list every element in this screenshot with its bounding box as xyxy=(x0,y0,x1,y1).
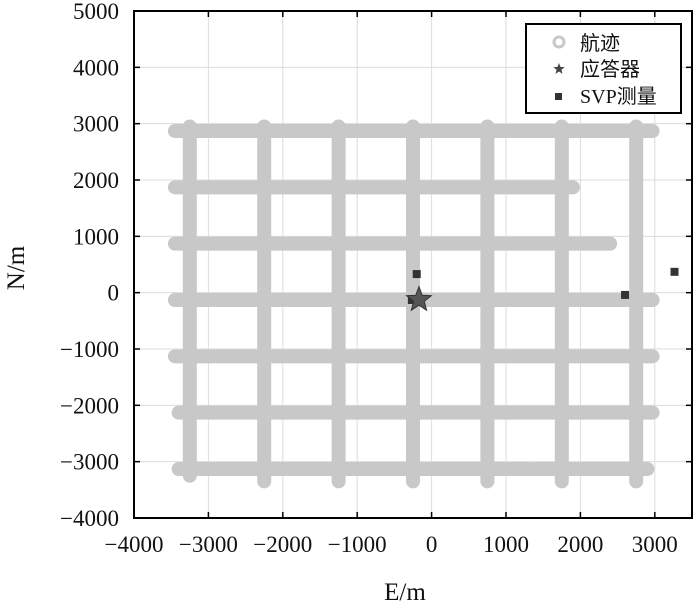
axis-ticks xyxy=(133,10,692,519)
track-series xyxy=(167,119,660,489)
y-tick-labels: 5000 4000 3000 2000 1000 0 −1000 −2000 −3000 −400… xyxy=(60,0,119,531)
x-tick-label: 0 xyxy=(426,532,438,557)
x-tick-label: −4000 xyxy=(105,532,164,557)
x-tick-label: 3000 xyxy=(632,532,678,557)
svp-point xyxy=(412,270,421,279)
svp-point xyxy=(670,267,679,276)
y-tick-label: −1000 xyxy=(60,337,119,362)
legend-star-marker xyxy=(553,63,565,74)
y-tick-label: −4000 xyxy=(60,506,119,531)
svp-point xyxy=(621,290,630,299)
y-tick-label: −3000 xyxy=(60,450,119,475)
x-tick-label: −2000 xyxy=(253,532,312,557)
legend-svp-marker xyxy=(555,93,562,100)
plot-frame xyxy=(133,10,693,519)
x-tick-label: −1000 xyxy=(328,532,387,557)
y-tick-label: 5000 xyxy=(73,0,119,24)
x-tick-label: 2000 xyxy=(557,532,603,557)
y-axis-label: N/m xyxy=(3,245,30,290)
y-tick-label: 0 xyxy=(108,281,120,306)
legend-box xyxy=(525,23,682,114)
x-axis-label: E/m xyxy=(384,579,426,606)
y-tick-label: 3000 xyxy=(73,112,119,137)
legend-label-track: 航迹 xyxy=(580,32,620,55)
x-tick-labels: −4000 −3000 −2000 −1000 0 1000 2000 3000 xyxy=(105,532,678,557)
point-series xyxy=(405,267,679,312)
x-tick-label: 1000 xyxy=(483,532,529,557)
legend-label-svp: SVP测量 xyxy=(580,85,657,108)
y-tick-label: −2000 xyxy=(60,393,119,418)
x-tick-label: −3000 xyxy=(179,532,238,557)
y-tick-label: 1000 xyxy=(73,224,119,249)
transponder-point xyxy=(405,285,433,312)
y-tick-label: 2000 xyxy=(73,168,119,193)
y-tick-label: 4000 xyxy=(73,55,119,80)
legend-label-transponder: 应答器 xyxy=(580,58,640,81)
legend-track-marker xyxy=(552,35,566,49)
legend: 航迹 应答器 SVP测量 xyxy=(525,23,682,114)
